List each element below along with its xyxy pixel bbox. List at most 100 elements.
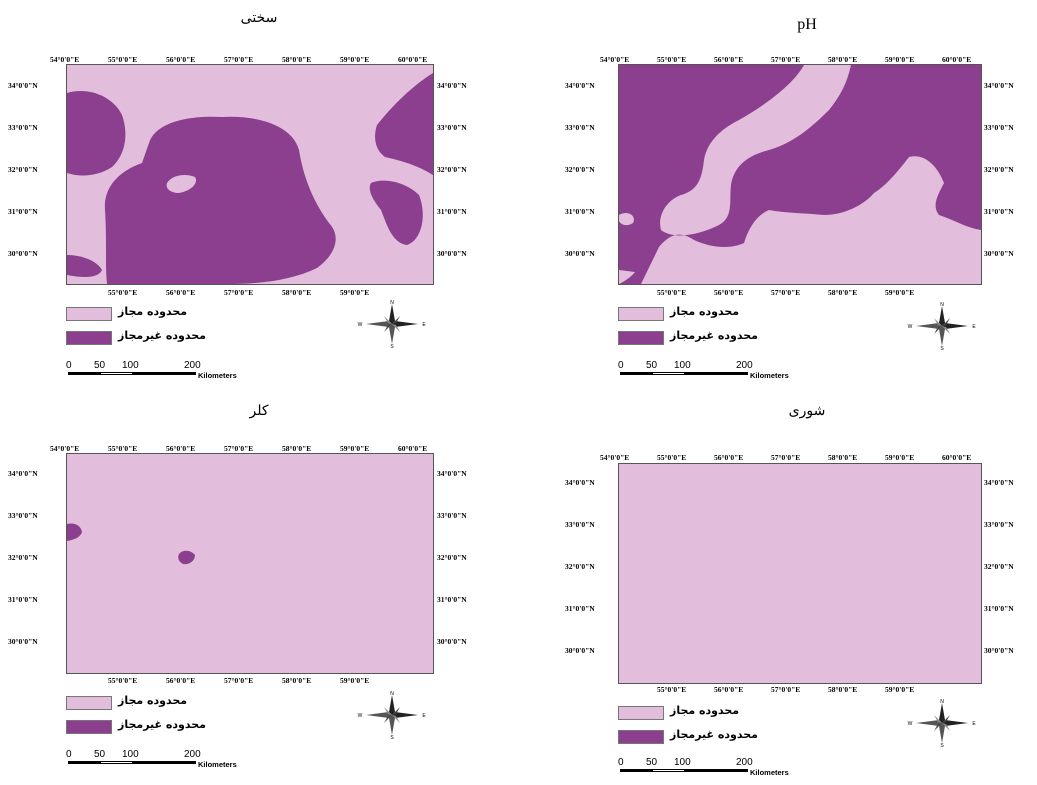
not-allowed-zone — [67, 255, 102, 278]
zone-map — [67, 523, 195, 565]
zone-map — [67, 73, 433, 284]
map-frame — [618, 64, 982, 285]
scale-tick: 0 — [618, 757, 624, 768]
lon-label: 55°0'0"E — [108, 676, 138, 685]
lon-label: 56°0'0"E — [714, 685, 744, 694]
lon-label: 54°0'0"E — [600, 453, 630, 462]
lon-label: 56°0'0"E — [714, 288, 744, 297]
lat-label: 32°0'0"N — [437, 165, 467, 174]
legend-item-allowed: محدوده مجاز — [66, 694, 266, 711]
north-arrow-icon: N S W E — [356, 691, 428, 741]
lon-label: 59°0'0"E — [885, 453, 915, 462]
map-title: کلر — [249, 404, 269, 419]
scale-tick: 100 — [122, 749, 139, 760]
legend-label: محدوده مجاز — [118, 305, 188, 318]
scale-tick: 200 — [184, 749, 201, 760]
lon-label: 57°0'0"E — [771, 453, 801, 462]
allowed-zone — [816, 175, 833, 197]
lat-label: 34°0'0"N — [565, 81, 595, 90]
not-allowed-zone — [375, 73, 433, 175]
not-allowed-zone — [67, 91, 126, 176]
lon-label: 58°0'0"E — [282, 676, 312, 685]
lon-label: 54°0'0"E — [50, 55, 80, 64]
lat-label: 31°0'0"N — [565, 207, 595, 216]
scale-bar: 0 50 100 200 Kilometers — [66, 749, 266, 777]
lon-label: 57°0'0"E — [224, 55, 254, 64]
lat-label: 30°0'0"N — [8, 637, 38, 646]
not-allowed-zone — [369, 180, 423, 245]
legend-swatch-allowed — [66, 696, 112, 710]
legend-swatch-not-allowed — [66, 331, 112, 345]
lon-label: 59°0'0"E — [340, 444, 370, 453]
lon-label: 55°0'0"E — [108, 55, 138, 64]
lon-label: 56°0'0"E — [166, 444, 196, 453]
legend-item-not-allowed: محدوده غیرمجاز — [618, 728, 818, 745]
lon-label: 55°0'0"E — [657, 453, 687, 462]
lat-label: 31°0'0"N — [437, 595, 467, 604]
compass-w: W — [358, 713, 363, 719]
scale-tick: 100 — [674, 360, 691, 371]
lon-label: 57°0'0"E — [771, 55, 801, 64]
lat-label: 31°0'0"N — [984, 604, 1014, 613]
lat-label: 31°0'0"N — [437, 207, 467, 216]
compass-e: E — [422, 713, 426, 719]
compass-s: S — [940, 346, 944, 350]
lon-label: 59°0'0"E — [885, 55, 915, 64]
lat-label: 34°0'0"N — [437, 81, 467, 90]
lon-label: 59°0'0"E — [340, 55, 370, 64]
compass-s: S — [390, 344, 394, 348]
allowed-zone — [619, 270, 635, 284]
legend-swatch-not-allowed — [618, 730, 664, 744]
compass-n: N — [940, 699, 944, 705]
lat-label: 33°0'0"N — [984, 520, 1014, 529]
lat-label: 32°0'0"N — [565, 165, 595, 174]
legend-label: محدوده غیرمجاز — [670, 329, 758, 342]
not-allowed-zone — [104, 116, 336, 284]
lon-label: 58°0'0"E — [828, 288, 858, 297]
scale-bar: 0 50 100 200 Kilometers — [66, 360, 266, 388]
lon-label: 58°0'0"E — [828, 55, 858, 64]
lat-label: 34°0'0"N — [437, 469, 467, 478]
scale-unit: Kilometers — [198, 760, 237, 769]
lon-label: 59°0'0"E — [885, 288, 915, 297]
lat-label: 33°0'0"N — [437, 123, 467, 132]
scale-tick: 200 — [736, 757, 753, 768]
north-arrow-icon: N S W E — [356, 300, 428, 350]
lon-label: 57°0'0"E — [224, 288, 254, 297]
lat-label: 32°0'0"N — [437, 553, 467, 562]
lat-label: 34°0'0"N — [8, 469, 38, 478]
compass-s: S — [390, 735, 394, 739]
lon-label: 58°0'0"E — [282, 444, 312, 453]
lat-label: 32°0'0"N — [8, 165, 38, 174]
north-arrow-icon: N S W E — [906, 302, 978, 352]
scale-tick: 0 — [66, 360, 72, 371]
legend-item-not-allowed: محدوده غیرمجاز — [66, 329, 266, 346]
lon-label: 56°0'0"E — [714, 453, 744, 462]
lon-label: 60°0'0"E — [398, 55, 428, 64]
scale-tick: 0 — [618, 360, 624, 371]
legend-swatch-allowed — [618, 307, 664, 321]
lat-label: 33°0'0"N — [437, 511, 467, 520]
scale-bar: 0 50 100 200 Kilometers — [618, 360, 818, 388]
legend-label: محدوده غیرمجاز — [118, 718, 206, 731]
map-panel-chlorine: کلر 54°0'0"E 55°0'0"E 56°0'0"E 57°0'0"E … — [0, 387, 518, 774]
compass-w: W — [358, 322, 363, 328]
lon-label: 54°0'0"E — [50, 444, 80, 453]
lat-label: 30°0'0"N — [437, 637, 467, 646]
compass-n: N — [940, 302, 944, 308]
map-panel-ph: pH 54°0'0"E 55°0'0"E 56°0'0"E 57°0'0"E 5… — [518, 0, 1036, 387]
legend-item-allowed: محدوده مجاز — [618, 704, 818, 721]
scale-tick: 50 — [94, 749, 106, 760]
legend-label: محدوده مجاز — [670, 704, 740, 717]
compass-n: N — [390, 691, 394, 697]
lon-label: 60°0'0"E — [942, 453, 972, 462]
lon-label: 58°0'0"E — [828, 685, 858, 694]
lat-label: 32°0'0"N — [984, 165, 1014, 174]
lon-label: 58°0'0"E — [282, 288, 312, 297]
legend-label: محدوده غیرمجاز — [118, 329, 206, 342]
lon-label: 59°0'0"E — [885, 685, 915, 694]
legend-item-allowed: محدوده مجاز — [66, 305, 266, 322]
lat-label: 31°0'0"N — [8, 595, 38, 604]
lon-label: 56°0'0"E — [166, 288, 196, 297]
legend-label: محدوده مجاز — [670, 305, 740, 318]
